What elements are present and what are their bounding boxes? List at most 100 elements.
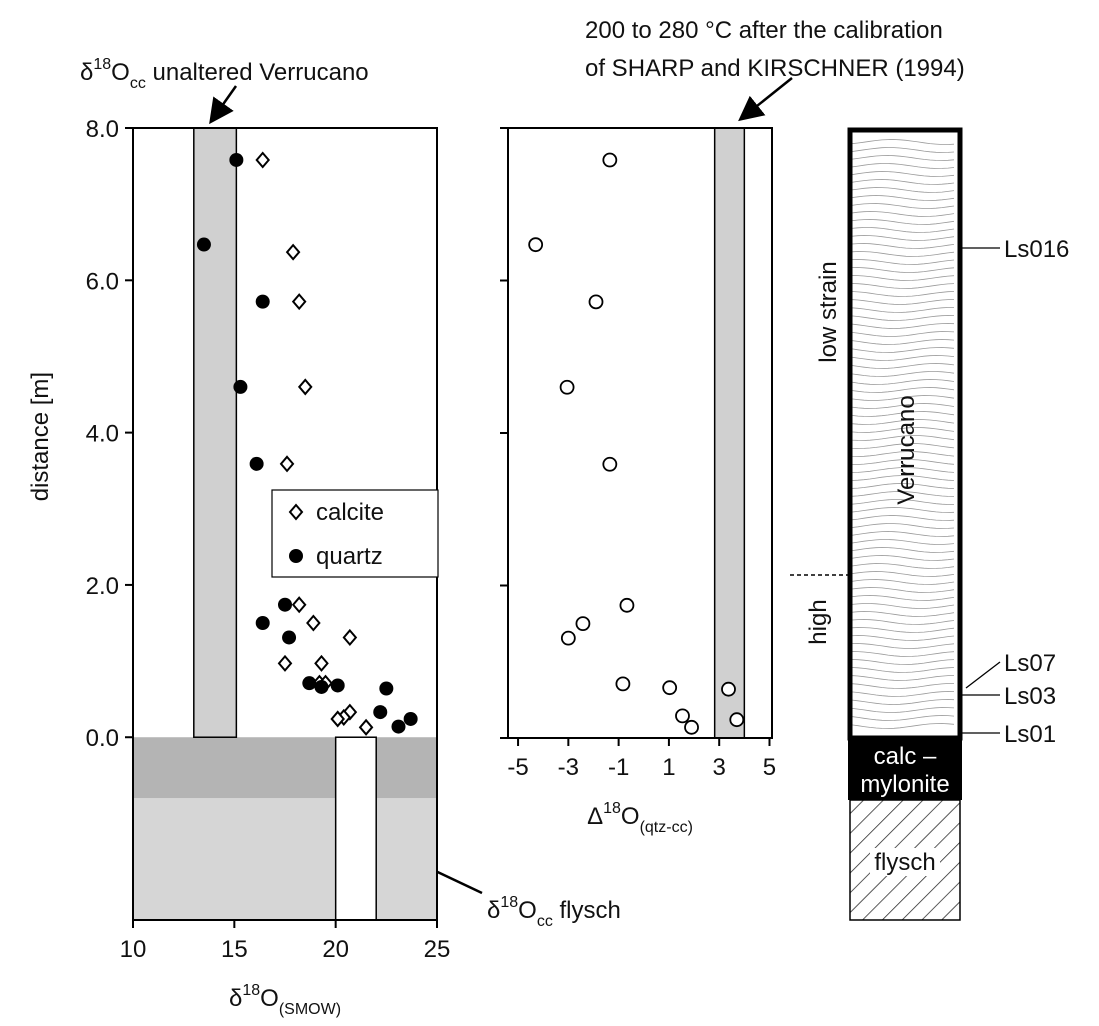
zone <box>133 798 437 920</box>
sample-label: Ls01 <box>1004 721 1056 748</box>
unit-label: flysch <box>874 849 935 876</box>
calcite-point <box>293 295 305 309</box>
strain-label: high <box>805 599 832 644</box>
legend-label: quartz <box>316 543 383 570</box>
calcite-point <box>360 720 372 734</box>
band <box>336 737 377 920</box>
quartz-point <box>331 678 345 692</box>
quartz-point <box>250 457 264 471</box>
page: {"chart_data": [ {"type": "scatter", "xl… <box>0 0 1099 1026</box>
unit-label: mylonite <box>860 771 949 798</box>
x-tick-label: 1 <box>662 754 675 781</box>
point <box>685 721 698 734</box>
x-tick-label: -3 <box>558 754 579 781</box>
quartz-point <box>256 616 270 630</box>
quartz-point <box>404 712 418 726</box>
quartz-point <box>282 630 296 644</box>
band <box>715 128 745 738</box>
y-tick-label: 2.0 <box>86 573 119 600</box>
calcite-point <box>281 457 293 471</box>
calcite-point <box>315 656 327 670</box>
annotation-part: cc <box>537 913 553 930</box>
strain-label: low strain <box>815 261 842 362</box>
point <box>676 709 689 722</box>
quartz-point <box>229 153 243 167</box>
x-axis-label-part: Δ <box>587 803 603 830</box>
unit-label: calc – <box>874 743 937 770</box>
quartz-point <box>391 720 405 734</box>
x-axis-label-part: (qtz-cc) <box>640 819 693 836</box>
quartz-point <box>302 676 316 690</box>
annotation-part: 18 <box>93 56 111 73</box>
x-axis-label-part: (SMOW) <box>279 1001 341 1018</box>
x-tick-label: -5 <box>507 754 528 781</box>
point <box>663 681 676 694</box>
sample-label: Ls03 <box>1004 683 1056 710</box>
annotation: of SHARP and KIRSCHNER (1994) <box>585 55 965 82</box>
x-axis-label: δ18O(SMOW) <box>229 982 341 1018</box>
quartz-point <box>278 598 292 612</box>
point <box>561 381 574 394</box>
calcite-point <box>287 245 299 259</box>
arrow <box>742 78 792 118</box>
quartz-point <box>314 680 328 694</box>
y-tick-label: 4.0 <box>86 421 119 448</box>
quartz-point <box>233 380 247 394</box>
x-tick-label: 15 <box>221 936 248 963</box>
sample-label: Ls016 <box>1004 236 1069 263</box>
legend-marker <box>289 549 303 563</box>
x-axis-label-part: O <box>260 985 279 1012</box>
annotation-part: unaltered Verrucano <box>146 59 369 86</box>
point <box>722 683 735 696</box>
calcite-point <box>307 616 319 630</box>
x-axis-label-part: O <box>621 803 640 830</box>
sample-label: Ls07 <box>1004 650 1056 677</box>
sample-leader <box>966 662 1000 688</box>
zone <box>133 737 437 798</box>
lithology-column: low strain high Verrucano calc – mylonit… <box>790 130 962 920</box>
annotation: δ18Occ flysch <box>487 894 621 930</box>
point <box>562 632 575 645</box>
annotation: δ18Occ unaltered Verrucano <box>80 56 369 92</box>
x-tick-label: 10 <box>120 936 147 963</box>
annotation-part: δ <box>487 897 500 924</box>
calcite-point <box>293 598 305 612</box>
annotation-part: O <box>111 59 130 86</box>
legend-label: calcite <box>316 499 384 526</box>
unit-label: Verrucano <box>893 395 920 504</box>
x-tick-label: -1 <box>608 754 629 781</box>
band <box>194 128 237 737</box>
x-axis-label: Δ18O(qtz-cc) <box>587 800 693 836</box>
quartz-point <box>256 295 270 309</box>
point <box>616 677 629 690</box>
calcite-point <box>344 630 356 644</box>
point <box>590 295 603 308</box>
y-tick-label: 8.0 <box>86 116 119 143</box>
calcite-point <box>299 380 311 394</box>
calcite-point <box>257 153 269 167</box>
quartz-point <box>379 681 393 695</box>
point <box>603 458 616 471</box>
y-tick-label: 6.0 <box>86 268 119 295</box>
x-axis-label-part: 18 <box>603 800 621 817</box>
x-tick-label: 5 <box>763 754 776 781</box>
point <box>576 617 589 630</box>
annotation-part: O <box>518 897 537 924</box>
x-axis-label-part: δ <box>229 985 242 1012</box>
point <box>730 713 743 726</box>
annotation-part: 18 <box>500 894 518 911</box>
quartz-point <box>197 238 211 252</box>
annotation: 200 to 280 °C after the calibration <box>585 17 943 44</box>
annotation-part: δ <box>80 59 93 86</box>
x-tick-label: 3 <box>713 754 726 781</box>
point <box>529 238 542 251</box>
point <box>620 599 633 612</box>
calcite-point <box>279 656 291 670</box>
point <box>603 154 616 167</box>
x-axis-label-part: 18 <box>242 982 260 999</box>
annotation-part: cc <box>130 75 146 92</box>
y-axis-label: distance [m] <box>27 372 54 501</box>
y-tick-label: 0.0 <box>86 725 119 752</box>
quartz-point <box>373 705 387 719</box>
arrow <box>212 86 236 120</box>
